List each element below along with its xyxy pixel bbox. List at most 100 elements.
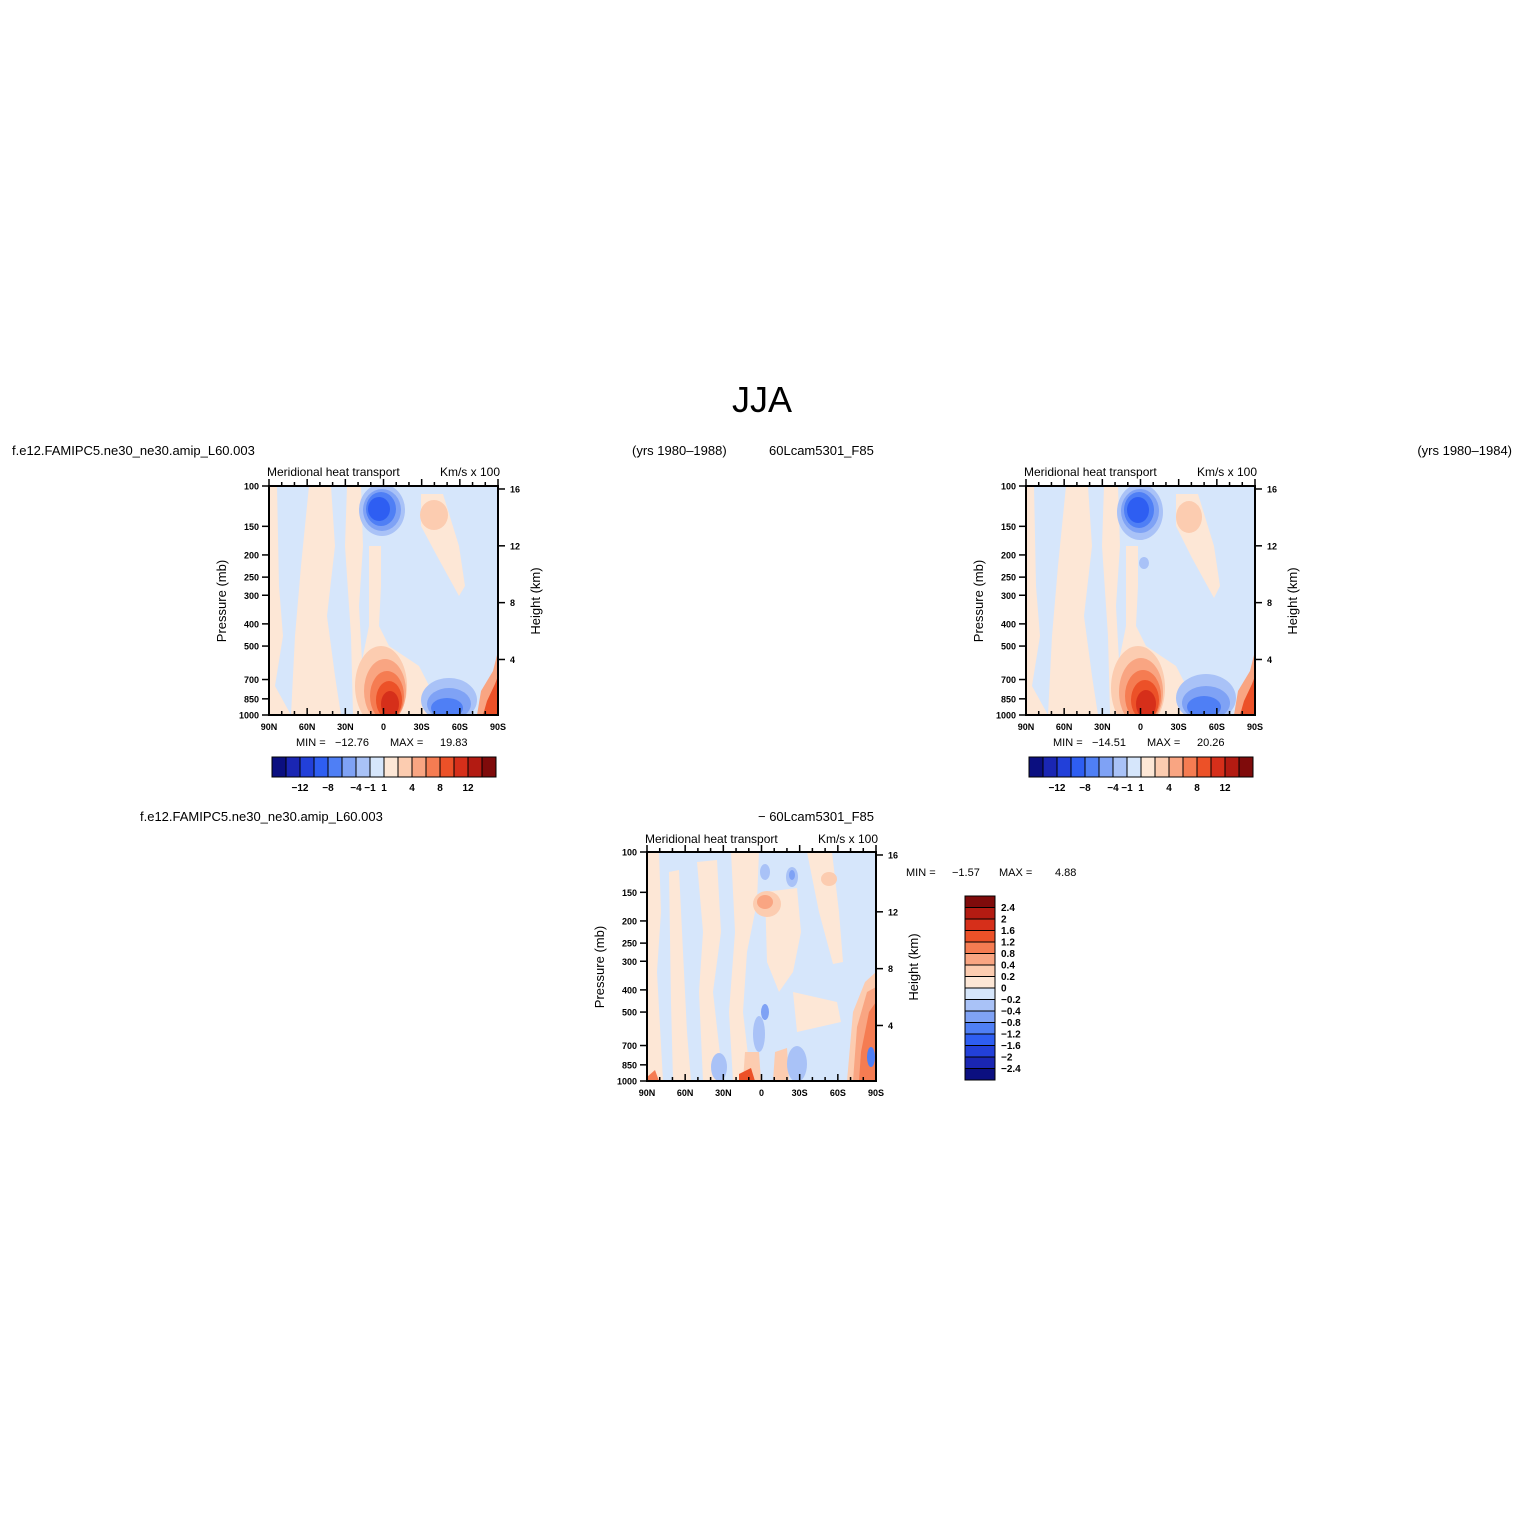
panel2-colorbar-label: −1	[1121, 783, 1133, 794]
panel1-colorbar-label: −1	[364, 783, 376, 794]
panel1-contour-pos	[269, 486, 291, 715]
panel3-colorbar-box	[964, 964, 996, 977]
panel2-contour-pos	[1176, 501, 1202, 533]
panel2-contours	[1026, 486, 1255, 715]
panel2-ytick-label: 150	[1001, 522, 1016, 532]
panel3-colorbar-box	[964, 941, 996, 954]
panel2-contour-neg	[1139, 557, 1149, 569]
panel1-colorbar-box	[481, 756, 497, 778]
panel2-colorbar-box	[1210, 756, 1226, 778]
panel1-colorbar-box	[397, 756, 413, 778]
panel1-colorbar-box	[341, 756, 357, 778]
panel1-ylabel-right: Height (km)	[528, 567, 543, 634]
panel1-colorbar-box	[425, 756, 441, 778]
panel2-contour-neg	[1187, 696, 1221, 715]
panel3-contour-pos	[697, 860, 723, 1081]
panel2-colorbar-box	[1196, 756, 1212, 778]
panel3-xtick-label: 30N	[715, 1088, 732, 1098]
panel-difference: 100150200250300400500700850100016128490N…	[592, 832, 1076, 1098]
panel1-ylabel: Pressure (mb)	[214, 560, 229, 642]
panel3-ytick-right-label: 16	[888, 850, 898, 860]
panel2-ytick-label: 850	[1001, 694, 1016, 704]
panel1-contour-pos	[420, 500, 448, 530]
panel3-contour-pos	[773, 1048, 789, 1081]
panel1-colorbar-label: −8	[322, 783, 334, 794]
panel2-colorbar-box	[1224, 756, 1240, 778]
panel3-colorbar-box	[964, 987, 996, 1000]
panel3-ytick-label: 300	[622, 957, 637, 967]
panel2-axes: 100 150 200 250 300 400 500 700 850 1000 16 12 8 4 90N…	[996, 479, 1277, 732]
panel2-ytick-label: 200	[1001, 550, 1016, 560]
panel3-colorbar-label: −2.4	[1001, 1064, 1021, 1075]
panel-model-1: 100 150 200 250 300 400 500 700 850 1000 16 12 8 4 90N…	[214, 465, 543, 794]
panel2-colorbar-label: −4	[1107, 783, 1119, 794]
panel2-ytick-label: 100	[1001, 482, 1016, 492]
panel1-xtick-label: 0	[381, 722, 386, 732]
panel2-ytick-label: 300	[1001, 591, 1016, 601]
panel2-ytick-right-label: 8	[1267, 598, 1272, 608]
panel3-case-label: f.e12.FAMIPC5.ne30_ne30.amip_L60.003	[140, 809, 383, 824]
panel1-ytick-right-label: 8	[510, 598, 515, 608]
panel3-ytick-right-label: 8	[888, 964, 893, 974]
panel1-ytick-label: 150	[244, 522, 259, 532]
panel3-colorbar-box	[964, 907, 996, 920]
panel1-colorbar-box	[411, 756, 427, 778]
panel1-colorbar-box	[327, 756, 343, 778]
panel1-ytick-label: 850	[244, 694, 259, 704]
panel3-ylabel-right: Height (km)	[906, 933, 921, 1000]
panel1-right-title: Km/s x 100	[440, 465, 500, 479]
panel2-colorbar-box	[1154, 756, 1170, 778]
panel1-ytick-right-label: 16	[510, 484, 520, 494]
panel3-xtick-label: 60S	[830, 1088, 846, 1098]
panel3-case-label-2: − 60Lcam5301_F85	[758, 809, 874, 824]
panel1-xtick-label: 30S	[414, 722, 430, 732]
panel2-colorbar-box	[1168, 756, 1184, 778]
panel1-min-label: MIN =	[296, 737, 326, 749]
panel3-right-title: Km/s x 100	[818, 832, 878, 846]
panel1-colorbar-box	[313, 756, 329, 778]
panel2-colorbar-label: −8	[1079, 783, 1091, 794]
panel2-xtick-label: 0	[1138, 722, 1143, 732]
panel3-colorbar-label: 0.4	[1001, 961, 1015, 972]
panel2-colorbar-box	[1140, 756, 1156, 778]
panel1-ytick-label: 400	[244, 619, 259, 629]
panel3-contour-pos	[821, 872, 837, 886]
panel2-xtick-label: 30N	[1094, 722, 1111, 732]
panel3-colorbar-label: 1.6	[1001, 926, 1015, 937]
panel2-min-value: −14.51	[1092, 737, 1126, 749]
panel2-colorbar-box	[1112, 756, 1128, 778]
panel3-colorbar-label: −1.2	[1001, 1030, 1021, 1041]
panel1-ytick-label: 700	[244, 675, 259, 685]
panel2-colorbar-box	[1056, 756, 1072, 778]
panel-model-2: 100 150 200 250 300 400 500 700 850 1000 16 12 8 4 90N…	[971, 465, 1300, 794]
panel3-colorbar-label: −2	[1001, 1053, 1013, 1064]
panel1-ytick-right-label: 12	[510, 541, 520, 551]
figure-title: JJA	[732, 379, 792, 420]
panel2-ytick-label: 700	[1001, 675, 1016, 685]
panel3-contour-neg	[789, 870, 795, 880]
panel1-colorbar-box	[453, 756, 469, 778]
panel3-ytick-label: 250	[622, 939, 637, 949]
panel3-contour-neg	[867, 1047, 875, 1067]
panel3-colorbar-box	[964, 999, 996, 1012]
panel1-colorbar-box	[467, 756, 483, 778]
panel2-case-label: 60Lcam5301_F85	[769, 443, 874, 458]
panel2-colorbar-box	[1182, 756, 1198, 778]
panel3-ytick-right-label: 4	[888, 1021, 893, 1031]
panel2-ylabel: Pressure (mb)	[971, 560, 986, 642]
panel1-colorbar-box	[299, 756, 315, 778]
panel1-colorbar-label: 1	[381, 783, 387, 794]
panel3-xtick-label: 60N	[677, 1088, 694, 1098]
panel1-contours	[269, 486, 498, 715]
panel2-xtick-label: 90N	[1018, 722, 1035, 732]
panel3-colorbar-box	[964, 953, 996, 966]
panel2-colorbar-label: −12	[1049, 783, 1066, 794]
panel1-case-label: f.e12.FAMIPC5.ne30_ne30.amip_L60.003	[12, 443, 255, 458]
panel3-contour-pos	[729, 852, 759, 1081]
panel3-ytick-label: 200	[622, 916, 637, 926]
panel1-max-value: 19.83	[440, 737, 468, 749]
panel1-ytick-right-label: 4	[510, 655, 515, 665]
panel1-years-label: (yrs 1980–1988)	[632, 443, 727, 458]
panel1-contour-neg	[368, 497, 390, 521]
panel3-colorbar-label: −0.2	[1001, 995, 1021, 1006]
